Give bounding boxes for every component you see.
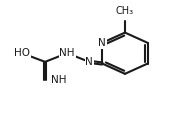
Text: NH: NH [59,48,75,58]
Text: N: N [98,38,106,48]
Text: NH: NH [51,75,66,85]
Text: HO: HO [14,48,30,58]
Text: CH₃: CH₃ [116,6,134,16]
Text: N: N [85,57,93,67]
